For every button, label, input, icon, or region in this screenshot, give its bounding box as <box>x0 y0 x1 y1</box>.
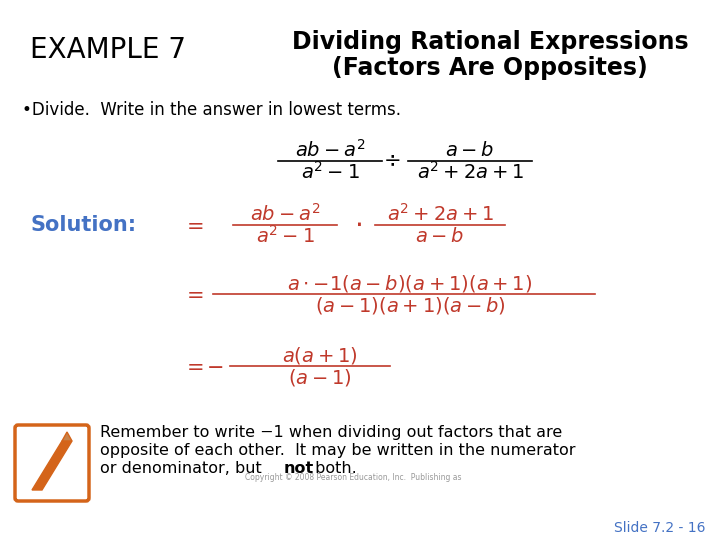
Text: $(a-1)$: $(a-1)$ <box>288 367 352 388</box>
Text: Copyright © 2008 Pearson Education, Inc.  Publishing as: Copyright © 2008 Pearson Education, Inc.… <box>245 472 462 482</box>
Text: $ab-a^2$: $ab-a^2$ <box>294 139 365 161</box>
Text: $-$: $-$ <box>207 356 224 376</box>
Text: $=$: $=$ <box>182 356 204 376</box>
Polygon shape <box>62 432 72 441</box>
Text: $a^2+2a+1$: $a^2+2a+1$ <box>417 161 523 183</box>
Text: Remember to write −1 when dividing out factors that are: Remember to write −1 when dividing out f… <box>100 425 562 440</box>
Text: Dividing Rational Expressions: Dividing Rational Expressions <box>292 30 688 54</box>
FancyBboxPatch shape <box>15 425 89 501</box>
Text: $\cdot$: $\cdot$ <box>354 211 362 239</box>
Text: $a-b$: $a-b$ <box>446 140 495 159</box>
Text: both.: both. <box>310 461 356 476</box>
Text: •Divide.  Write in the answer in lowest terms.: •Divide. Write in the answer in lowest t… <box>22 101 401 119</box>
Text: $a^2+2a+1$: $a^2+2a+1$ <box>387 203 493 225</box>
Text: $ab-a^2$: $ab-a^2$ <box>250 203 320 225</box>
Text: $=$: $=$ <box>182 215 204 235</box>
Text: or denominator, but: or denominator, but <box>100 461 267 476</box>
Text: Slide 7.2 - 16: Slide 7.2 - 16 <box>613 521 705 535</box>
Text: Solution:: Solution: <box>30 215 136 235</box>
Text: EXAMPLE 7: EXAMPLE 7 <box>30 36 186 64</box>
Text: not: not <box>284 461 314 476</box>
Text: (Factors Are Opposites): (Factors Are Opposites) <box>332 56 648 80</box>
Text: $a^2-1$: $a^2-1$ <box>301 161 359 183</box>
Text: $=$: $=$ <box>182 284 204 304</box>
Text: $a\cdot{-1}(a-b)(a+1)(a+1)$: $a\cdot{-1}(a-b)(a+1)(a+1)$ <box>287 273 533 294</box>
Text: $a-b$: $a-b$ <box>415 226 464 246</box>
Text: $(a-1)(a+1)(a-b)$: $(a-1)(a+1)(a-b)$ <box>315 295 505 316</box>
Polygon shape <box>32 441 72 490</box>
Text: $a(a+1)$: $a(a+1)$ <box>282 345 358 366</box>
Text: $a^2-1$: $a^2-1$ <box>256 225 315 247</box>
Text: opposite of each other.  It may be written in the numerator: opposite of each other. It may be writte… <box>100 443 575 458</box>
Text: $\div$: $\div$ <box>383 150 401 170</box>
